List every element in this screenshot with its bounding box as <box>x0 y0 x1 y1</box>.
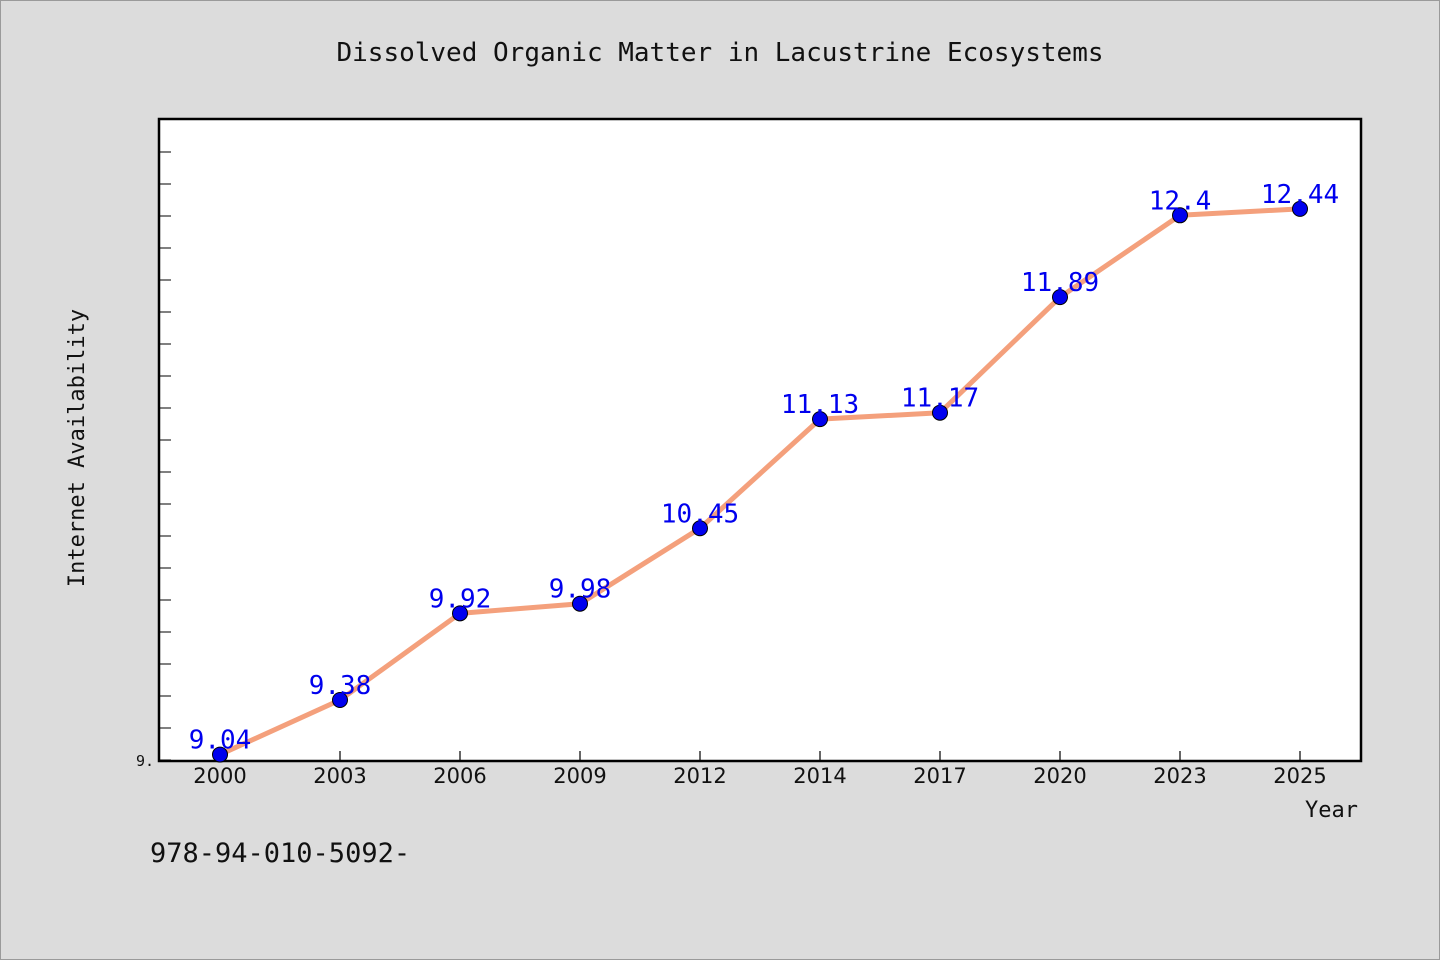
data-label: 9.38 <box>309 671 372 701</box>
data-point <box>212 746 228 763</box>
data-markers <box>212 200 1308 763</box>
x-tick-label: 2014 <box>793 764 846 788</box>
data-point <box>1292 200 1308 217</box>
data-label: 12.4 <box>1149 186 1212 216</box>
data-label: 9.04 <box>189 726 252 756</box>
x-tick-label: 2006 <box>433 764 486 788</box>
data-point <box>572 595 588 612</box>
data-label: 10.45 <box>661 499 739 529</box>
x-tick-label: 2003 <box>313 764 366 788</box>
data-point <box>1052 289 1068 306</box>
data-label: 11.17 <box>901 384 979 414</box>
x-tick-label: 2012 <box>673 764 726 788</box>
y-tick-label: 9. <box>136 752 154 770</box>
y-axis-label: Internet Availability <box>65 309 90 587</box>
footer-text: 978-94-010-5092- <box>150 838 410 869</box>
data-point <box>452 605 468 622</box>
data-label: 11.13 <box>781 390 859 420</box>
data-point <box>812 411 828 428</box>
x-axis-label: Year <box>1305 798 1358 823</box>
data-label: 9.98 <box>549 575 612 605</box>
x-tick-label: 2000 <box>193 764 246 788</box>
chart-title: Dissolved Organic Matter in Lacustrine E… <box>336 38 1103 68</box>
data-label: 11.89 <box>1021 268 1099 298</box>
series-line <box>217 206 1303 758</box>
data-labels: 9.04 9.38 9.92 9.98 10.45 11.13 11.17 11.89 12.4… <box>189 180 1339 756</box>
x-tick-label: 2023 <box>1153 764 1206 788</box>
x-tick-label: 2009 <box>553 764 606 788</box>
x-tick-label: 2020 <box>1033 764 1086 788</box>
data-label: 12.44 <box>1261 180 1339 210</box>
x-tick-label: 2025 <box>1273 764 1326 788</box>
x-axis-tick-labels: 2000 2003 2006 2009 2012 2014 2017 2020 2023 2025 <box>193 764 1326 788</box>
x-tick-label: 2017 <box>913 764 966 788</box>
data-point <box>692 520 708 537</box>
data-point <box>1172 207 1188 224</box>
y-axis-ticks <box>159 151 171 761</box>
data-point <box>932 404 948 421</box>
data-point <box>332 692 348 709</box>
data-label: 9.92 <box>429 584 492 614</box>
